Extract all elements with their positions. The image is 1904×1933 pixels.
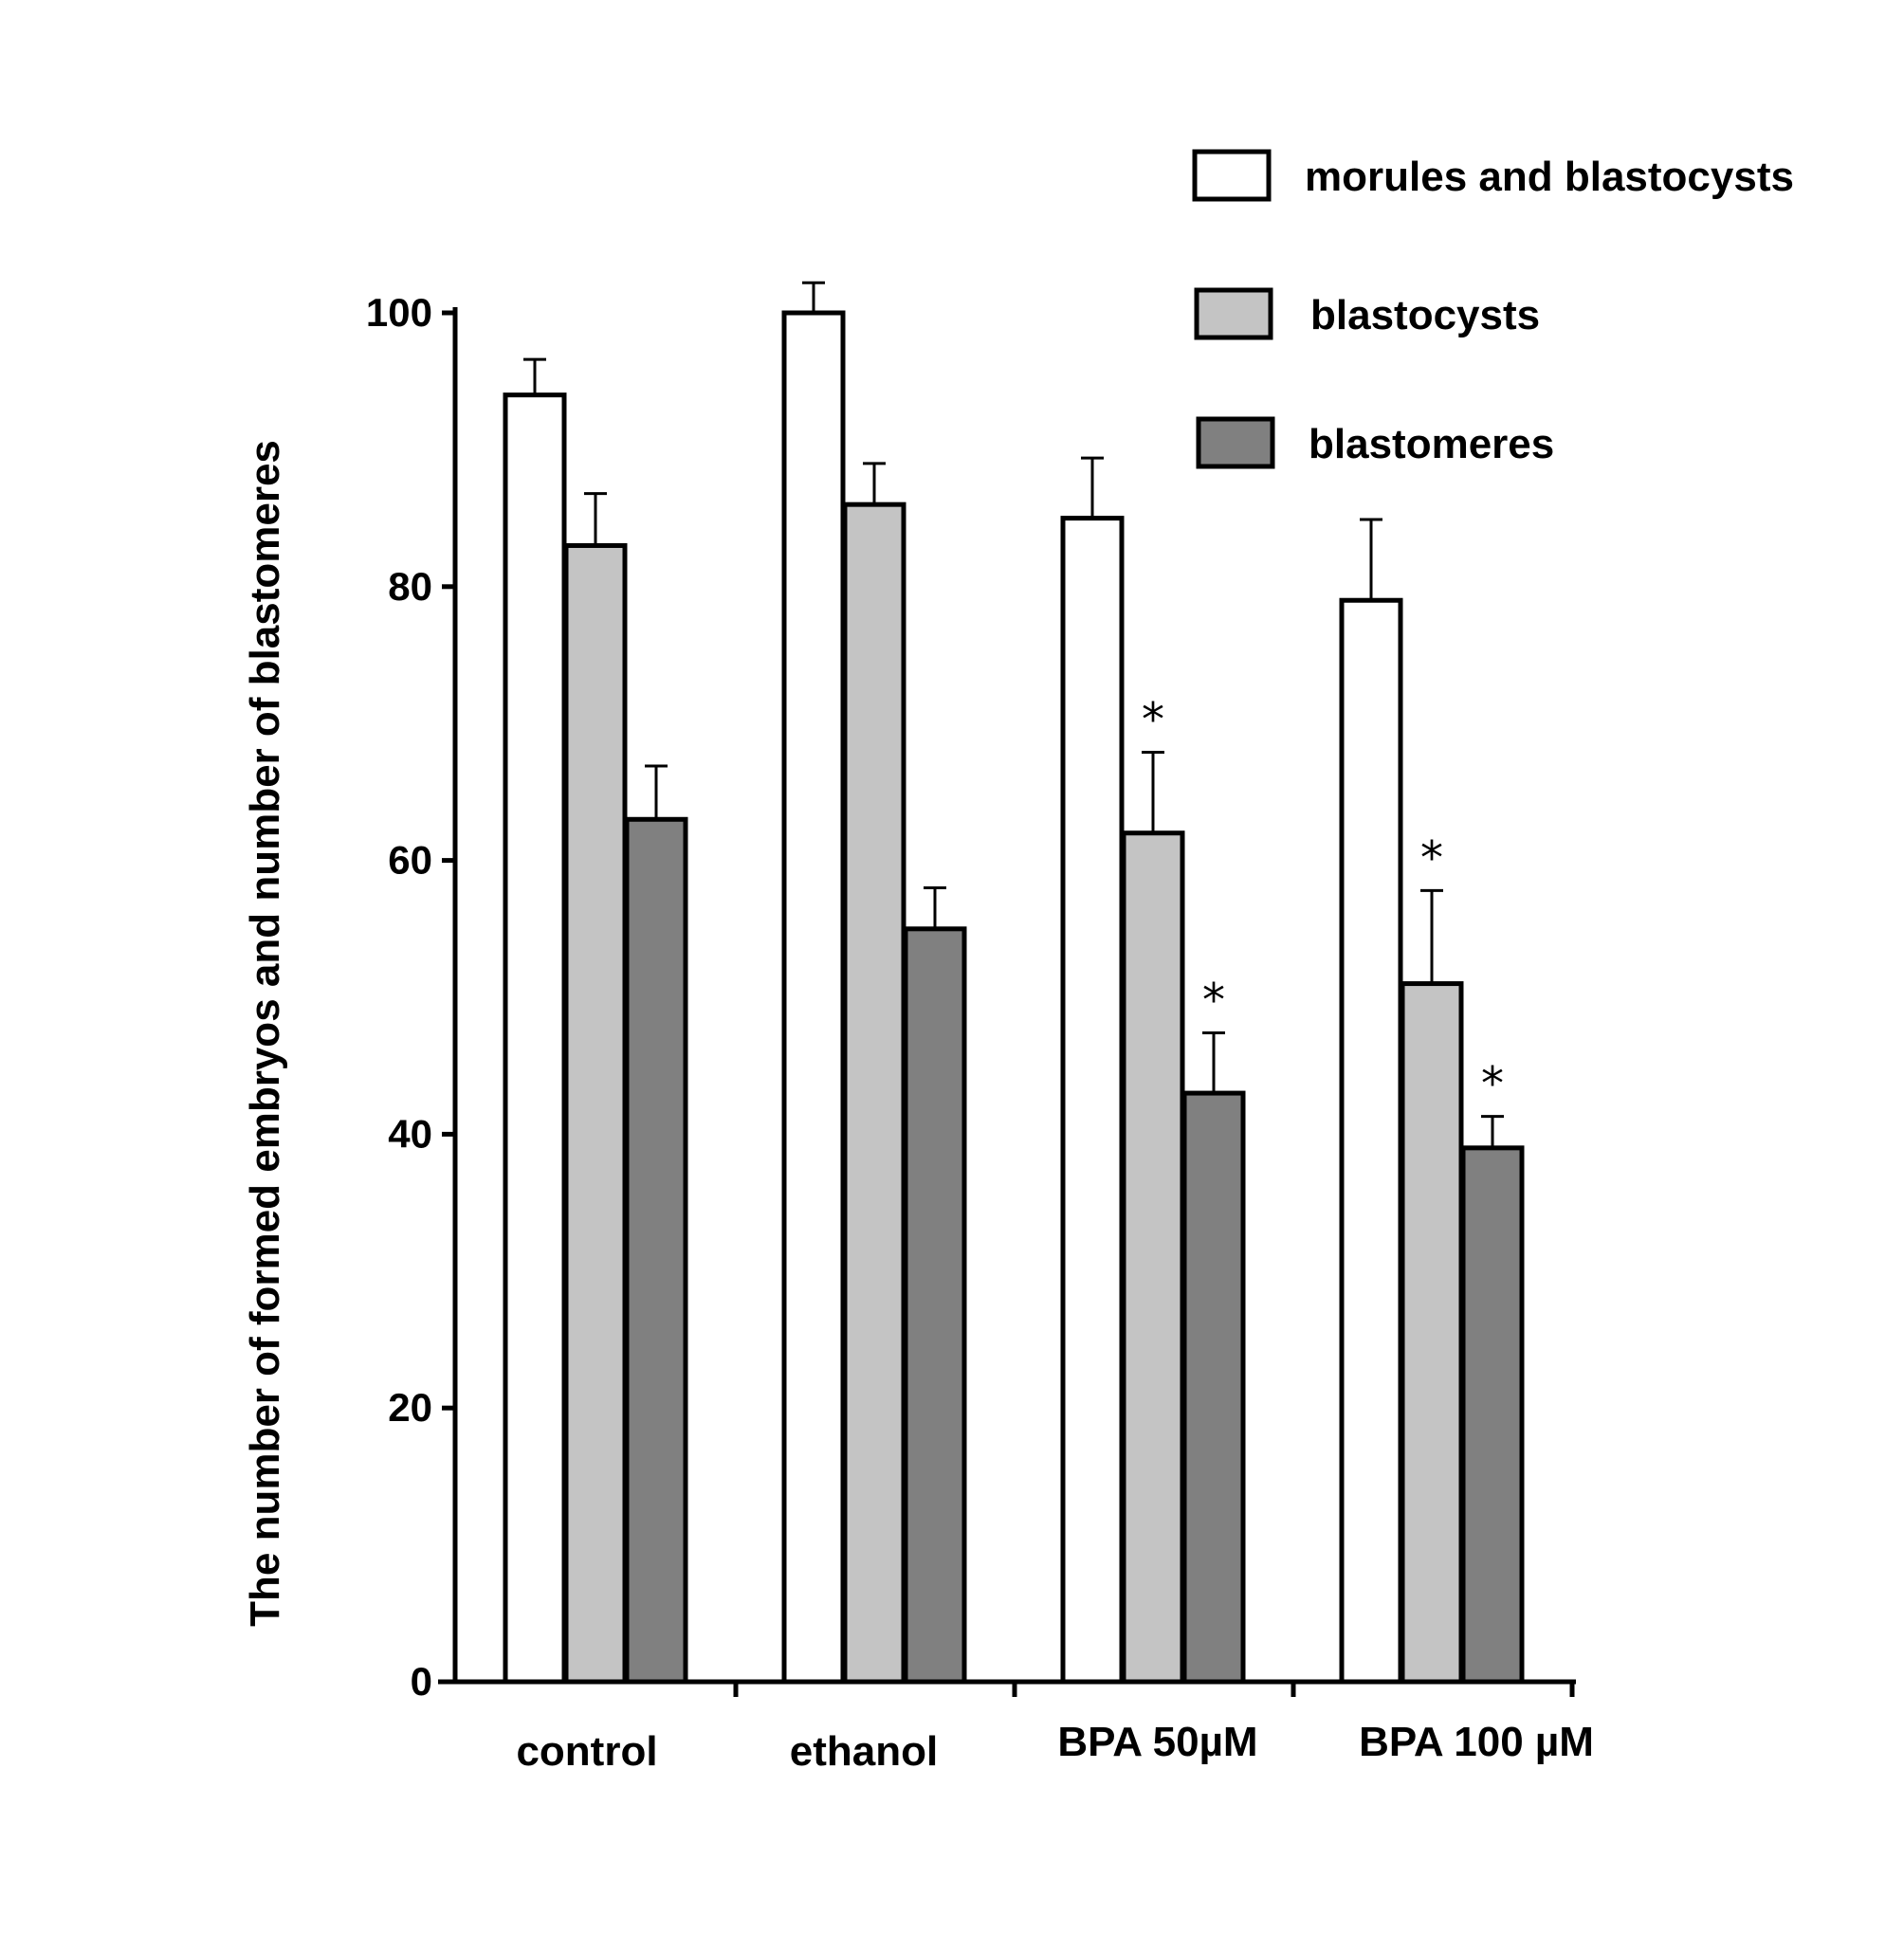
y-axis-title: The number of formed embryos and number …: [242, 440, 288, 1627]
bar-2-1: [563, 542, 628, 1685]
significance-marker: *: [1420, 831, 1443, 884]
bar-3-3: [1181, 1090, 1246, 1685]
legend-swatch-1: [1192, 149, 1272, 202]
bar-2-3: [1121, 830, 1185, 1685]
significance-marker: *: [1481, 1058, 1504, 1111]
bar-3-4: [1460, 1145, 1525, 1685]
x-tick-label-4: BPA 100 µM: [1359, 1719, 1594, 1765]
bar-3-2: [903, 926, 967, 1685]
bar-2-2: [842, 501, 906, 1685]
legend-label-2: blastocysts: [1310, 292, 1540, 338]
y-tick-label: 60: [388, 838, 432, 883]
bar-1-2: [781, 310, 846, 1685]
bar-1-1: [503, 392, 567, 1685]
bar-2-4: [1400, 981, 1464, 1685]
bar-1-3: [1060, 516, 1125, 1685]
x-tick-label-3: BPA 50µM: [1057, 1719, 1257, 1765]
legend-swatch-2: [1194, 287, 1273, 340]
legend-swatch-3: [1196, 416, 1275, 469]
significance-marker: *: [1202, 975, 1225, 1028]
x-tick-label-1: control: [516, 1728, 657, 1775]
bar-3-1: [624, 816, 688, 1685]
y-tick-label: 0: [411, 1659, 432, 1704]
significance-marker: *: [1142, 694, 1164, 747]
legend-label-3: blastomeres: [1309, 421, 1554, 467]
legend-label-1: morules and blastocysts: [1305, 154, 1794, 200]
y-tick-label: 100: [366, 290, 432, 335]
y-tick-label: 20: [388, 1385, 432, 1430]
y-tick-label: 40: [388, 1111, 432, 1156]
y-tick-label: 80: [388, 564, 432, 609]
bar-1-4: [1339, 597, 1403, 1685]
x-tick-label-2: ethanol: [790, 1728, 938, 1775]
